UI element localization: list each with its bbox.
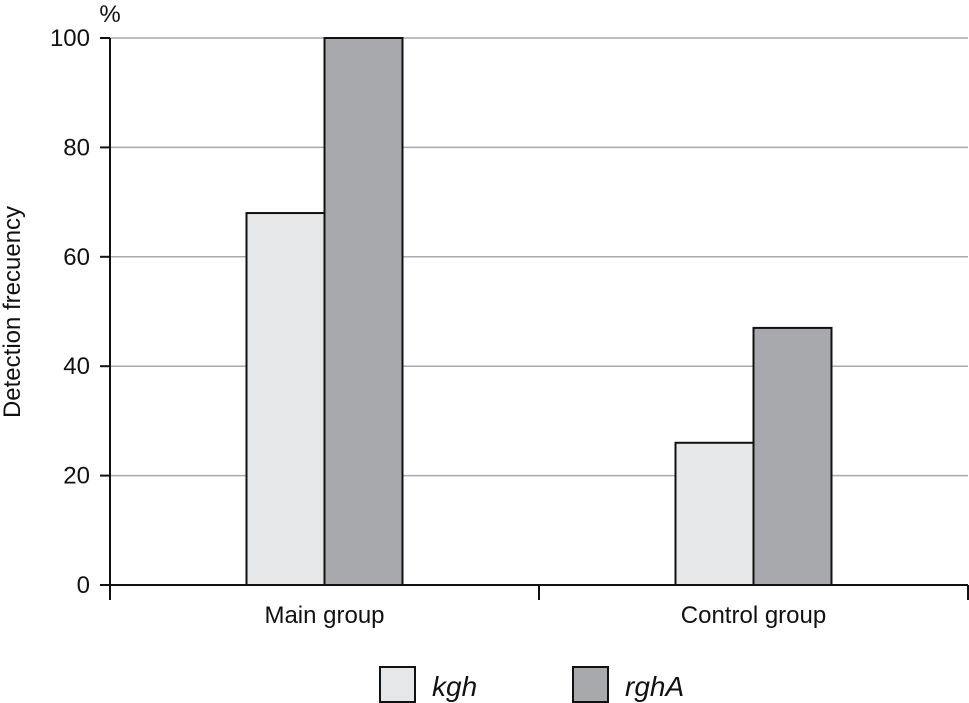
legend: kgh rghA [379,666,684,703]
legend-label-kgh: kgh [432,671,477,702]
y-ticks: 0 20 40 60 80 100 [50,25,110,599]
y-tick-label: 60 [63,244,90,271]
y-axis-title: Detection frecuency [0,206,26,418]
gridlines [110,37,968,477]
y-tick-label: 20 [63,463,90,490]
y-tick-label: 0 [77,572,90,599]
bar-rghA-0 [323,37,404,586]
y-unit-label: % [99,1,120,28]
y-tick-label: 40 [63,353,90,380]
axes [109,38,968,600]
legend-swatch-kgh [379,666,416,703]
bar-kgh-1 [674,441,755,586]
x-category-label: Main group [264,602,384,629]
y-tick-label: 100 [50,25,90,52]
x-ticks: Main group Control group [109,585,969,629]
x-category-label: Control group [681,602,826,629]
legend-swatch-rghA [572,666,609,703]
legend-label-rghA: rghA [625,671,684,702]
bar-rghA-1 [752,326,833,586]
y-tick-label: 80 [63,134,90,161]
bars [245,37,833,586]
bar-kgh-0 [245,212,326,586]
